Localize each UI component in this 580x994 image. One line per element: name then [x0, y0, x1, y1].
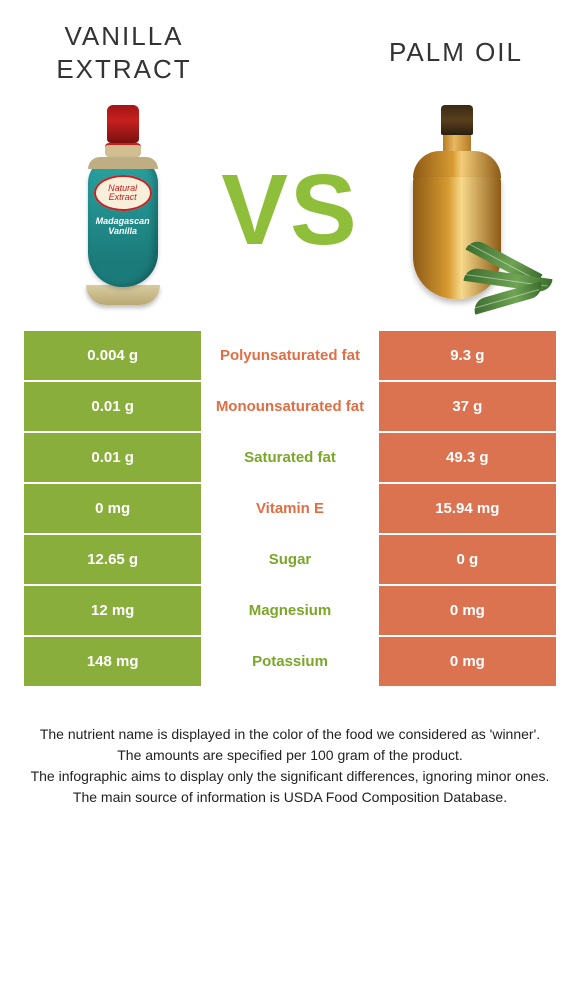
- table-row: 12 mgMagnesium0 mg: [24, 584, 556, 635]
- header: Vanilla extract Palm oil: [24, 20, 556, 85]
- cell-left-value: 0.004 g: [24, 331, 201, 380]
- footer-notes: The nutrient name is displayed in the co…: [24, 724, 556, 836]
- cell-nutrient-name: Magnesium: [201, 586, 378, 635]
- cell-nutrient-name: Polyunsaturated fat: [201, 331, 378, 380]
- image-right: [359, 105, 556, 315]
- image-left: Natural Extract Madagascan Vanilla: [24, 105, 221, 315]
- footer-line: The nutrient name is displayed in the co…: [28, 724, 552, 745]
- cell-right-value: 9.3 g: [379, 331, 556, 380]
- vs-text: VS: [221, 153, 358, 268]
- cell-nutrient-name: Saturated fat: [201, 433, 378, 482]
- cell-right-value: 49.3 g: [379, 433, 556, 482]
- cell-right-value: 37 g: [379, 382, 556, 431]
- footer-line: The infographic aims to display only the…: [28, 766, 552, 787]
- footer-line: The main source of information is USDA F…: [28, 787, 552, 808]
- cell-nutrient-name: Vitamin E: [201, 484, 378, 533]
- table-row: 12.65 gSugar0 g: [24, 533, 556, 584]
- cell-right-value: 0 mg: [379, 637, 556, 686]
- cell-nutrient-name: Potassium: [201, 637, 378, 686]
- page: Vanilla extract Palm oil Natural Extract…: [0, 0, 580, 836]
- cell-left-value: 0.01 g: [24, 433, 201, 482]
- bottle-label-1b: Extract: [109, 193, 137, 202]
- table-row: 0.01 gSaturated fat49.3 g: [24, 431, 556, 482]
- title-right: Palm oil: [356, 36, 556, 69]
- cell-nutrient-name: Sugar: [201, 535, 378, 584]
- palm-oil-bottle-icon: [392, 105, 522, 315]
- table-row: 0.004 gPolyunsaturated fat9.3 g: [24, 331, 556, 380]
- cell-left-value: 148 mg: [24, 637, 201, 686]
- cell-right-value: 0 g: [379, 535, 556, 584]
- cell-left-value: 12 mg: [24, 586, 201, 635]
- table-row: 0 mgVitamin E15.94 mg: [24, 482, 556, 533]
- cell-nutrient-name: Monounsaturated fat: [201, 382, 378, 431]
- bottle-label-2a: Madagascan: [96, 216, 150, 226]
- bottle-label-2b: Vanilla: [108, 226, 137, 236]
- table-row: 0.01 gMonounsaturated fat37 g: [24, 380, 556, 431]
- cell-left-value: 0 mg: [24, 484, 201, 533]
- title-left: Vanilla extract: [24, 20, 224, 85]
- cell-right-value: 0 mg: [379, 586, 556, 635]
- table-row: 148 mgPotassium0 mg: [24, 635, 556, 686]
- cell-left-value: 12.65 g: [24, 535, 201, 584]
- footer-line: The amounts are specified per 100 gram o…: [28, 745, 552, 766]
- vanilla-bottle-icon: Natural Extract Madagascan Vanilla: [82, 105, 164, 315]
- cell-left-value: 0.01 g: [24, 382, 201, 431]
- nutrient-table: 0.004 gPolyunsaturated fat9.3 g0.01 gMon…: [24, 331, 556, 686]
- hero: Natural Extract Madagascan Vanilla VS: [24, 95, 556, 325]
- cell-right-value: 15.94 mg: [379, 484, 556, 533]
